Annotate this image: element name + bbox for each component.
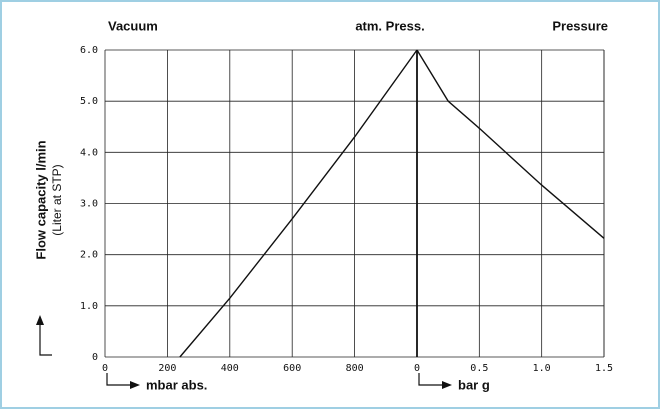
- y-tick-label: 1.0: [80, 301, 98, 312]
- x-tick-label: 0: [414, 363, 420, 374]
- x-tick-label: 0: [102, 363, 108, 374]
- x-arrow-left: [106, 373, 140, 389]
- y-tick-label: 0: [92, 352, 98, 363]
- y-arrow: [36, 315, 52, 356]
- flow-curve: [179, 49, 418, 358]
- y-axis-sublabel: (Liter at STP): [50, 164, 64, 235]
- x-axis-label-right: bar g: [458, 377, 490, 392]
- y-tick-label: 5.0: [80, 96, 98, 107]
- header-atm: atm. Press.: [355, 18, 424, 33]
- x-tick-label: 0.5: [470, 363, 488, 374]
- y-tick-label: 3.0: [80, 199, 98, 210]
- x-tick-label: 1.0: [533, 363, 551, 374]
- y-tick-label: 4.0: [80, 147, 98, 158]
- x-tick-label: 200: [158, 363, 176, 374]
- y-axis-label: Flow capacity l/min: [33, 140, 48, 259]
- y-tick-label: 2.0: [80, 250, 98, 261]
- y-tick-label: 6.0: [80, 45, 98, 56]
- x-tick-label: 600: [283, 363, 301, 374]
- flow-curve: [416, 49, 605, 239]
- x-tick-label: 800: [346, 363, 364, 374]
- x-tick-label: 1.5: [595, 363, 613, 374]
- header-pressure: Pressure: [552, 18, 608, 33]
- x-arrow-right: [418, 373, 452, 389]
- header-vacuum: Vacuum: [108, 18, 158, 33]
- x-axis-label-left: mbar abs.: [146, 377, 207, 392]
- x-tick-label: 400: [221, 363, 239, 374]
